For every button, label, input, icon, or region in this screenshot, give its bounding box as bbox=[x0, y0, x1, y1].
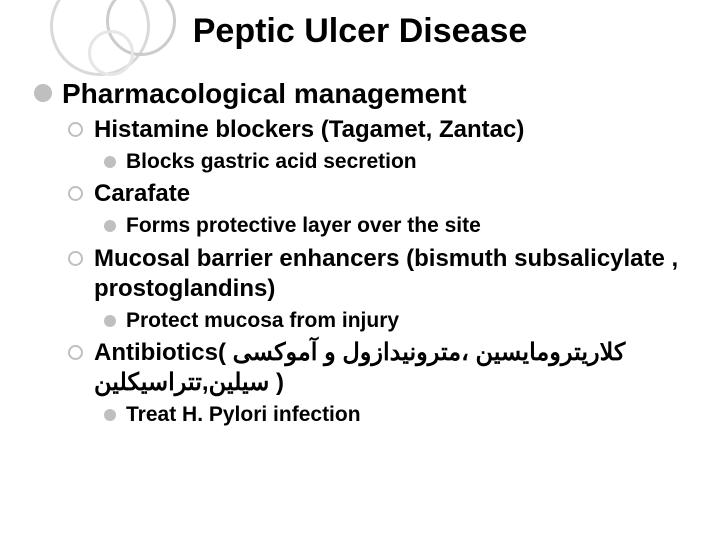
bullet-text: Carafate bbox=[94, 180, 190, 207]
bullet-text-suffix: ) bbox=[269, 369, 284, 396]
bullet-text: Histamine blockers (Tagamet, Zantac) bbox=[94, 116, 524, 143]
bullet-level-1: Pharmacological management bbox=[34, 76, 700, 111]
bullet-level-2: Carafate bbox=[68, 179, 700, 209]
bullet-text: Pharmacological management bbox=[62, 78, 467, 109]
bullet-text-prefix: Antibiotics( bbox=[94, 339, 233, 366]
slide: Peptic Ulcer Disease Pharmacological man… bbox=[0, 0, 720, 540]
bullet-level-2: Antibiotics( کلاریترومایسین ،مترونیدازول… bbox=[68, 338, 700, 398]
bullet-text: Blocks gastric acid secretion bbox=[126, 150, 417, 173]
bullet-level-3: Forms protective layer over the site bbox=[104, 213, 700, 239]
bullet-level-2: Histamine blockers (Tagamet, Zantac) bbox=[68, 115, 700, 145]
bullet-text: Protect mucosa from injury bbox=[126, 309, 399, 332]
bullet-text: Mucosal barrier enhancers (bismuth subsa… bbox=[94, 245, 678, 302]
slide-title: Peptic Ulcer Disease bbox=[0, 12, 720, 51]
bullet-level-2: Mucosal barrier enhancers (bismuth subsa… bbox=[68, 244, 700, 304]
bullet-level-3: Protect mucosa from injury bbox=[104, 308, 700, 334]
bullet-level-3: Treat H. Pylori infection bbox=[104, 402, 700, 428]
bullet-text: Forms protective layer over the site bbox=[126, 214, 481, 237]
slide-content: Pharmacological management Histamine bloc… bbox=[34, 70, 700, 428]
bullet-text: Treat H. Pylori infection bbox=[126, 403, 361, 426]
bullet-level-3: Blocks gastric acid secretion bbox=[104, 149, 700, 175]
